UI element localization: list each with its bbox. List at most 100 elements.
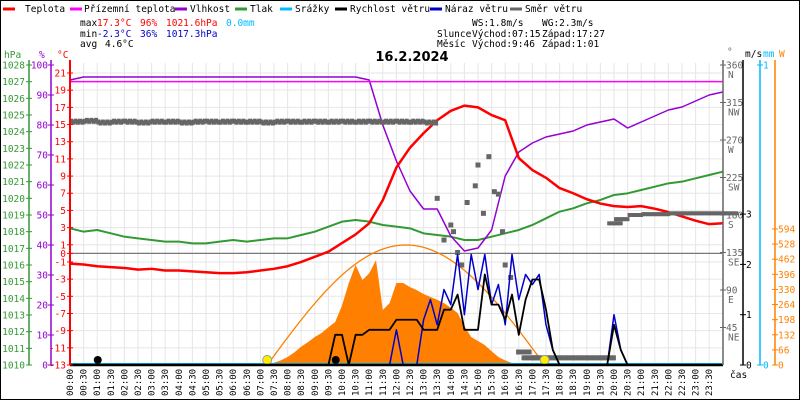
wind-direction-point (677, 211, 682, 216)
x-tick-label: 06:30 (243, 369, 253, 396)
wind-direction-point (107, 120, 112, 126)
wind-direction-point (121, 118, 126, 124)
wind-direction-point (675, 211, 680, 216)
temperature-tick-label: 13 (55, 137, 66, 148)
wind-direction-point (266, 120, 271, 126)
wind-direction-point (602, 355, 607, 361)
x-tick-label: 18:30 (569, 369, 579, 396)
temperature-tick-label: 7 (60, 189, 66, 200)
wind-direction-point (584, 355, 589, 361)
stats-avg-label: avg (80, 39, 97, 50)
wind-direction-point (187, 119, 191, 125)
temperature-tick-label: -11 (49, 343, 66, 354)
wind-direction-point (363, 119, 368, 125)
pressure-tick-label: 1011 (2, 344, 25, 355)
wind-direction-point (434, 195, 440, 201)
wind-direction-point (125, 119, 130, 125)
wind-direction-point (257, 118, 262, 124)
humidity-tick-label: 50 (37, 211, 49, 222)
wind-direction-point (109, 119, 114, 125)
direction-tick-label: 135 (726, 248, 743, 259)
wind-direction-point (223, 119, 228, 125)
wind-direction-point (318, 118, 323, 124)
wind-direction-point (645, 212, 650, 217)
wind-direction-point (620, 217, 625, 222)
wind-direction-point (722, 211, 727, 216)
wind-direction-point (420, 118, 425, 124)
wind-direction-point (100, 119, 105, 125)
pressure-tick-label: 1021 (2, 177, 25, 188)
wind-direction-point (406, 119, 411, 125)
temperature-tick-label: -7 (55, 309, 66, 320)
wind-direction-point (641, 212, 646, 217)
wind-direction-point (695, 211, 700, 216)
moonrise-time: Východ:9:46 (472, 39, 535, 50)
wind-direction-point (152, 119, 157, 125)
direction-name-label: NE (728, 333, 740, 344)
wind-direction-point (261, 120, 266, 126)
wind-direction-point (341, 118, 345, 124)
wind-direction-point (202, 118, 207, 124)
wind-direction-point (537, 355, 541, 361)
x-tick-label: 14:00 (447, 369, 457, 396)
x-tick-label: 22:00 (664, 369, 674, 396)
wind-direction-point (98, 120, 103, 126)
wind-direction-point (718, 211, 723, 216)
x-tick-label: 13:30 (433, 369, 443, 396)
wind-direction-point (648, 212, 653, 217)
wind-direction-point (609, 221, 614, 226)
wind-direction-point (614, 217, 618, 222)
wind-direction-point (402, 119, 407, 125)
wind-direction-point (291, 118, 296, 124)
wind-direction-point (434, 120, 439, 126)
wind-direction-point (586, 355, 591, 361)
axis-units: hPa % °C ° m/s mm W čas (4, 47, 785, 381)
pressure-tick-label: 1024 (2, 127, 25, 138)
x-tick-label: 16:00 (501, 369, 511, 396)
wind-direction-point (459, 262, 465, 268)
wind-direction-point (393, 118, 398, 124)
wind-direction-point (582, 355, 587, 361)
temperature-unit: °C (57, 50, 68, 61)
wind-direction-point (336, 119, 341, 125)
wind-direction-point (196, 119, 200, 125)
wind-direction-point (209, 118, 214, 124)
direction-tick-label: 90 (726, 286, 738, 297)
wind-direction-point (697, 211, 702, 216)
wind-direction-point (162, 119, 167, 125)
x-tick-label: 10:30 (352, 369, 362, 396)
x-tick-label: 20:00 (610, 369, 620, 396)
legend-label: Směr větru (525, 4, 582, 15)
x-tick-label: 09:30 (324, 369, 334, 396)
x-tick-label: 03:00 (148, 369, 158, 396)
wind-direction-point (607, 221, 612, 226)
wind-direction-point (205, 118, 209, 124)
x-tick-label: 09:00 (311, 369, 321, 396)
wind-direction-point (532, 355, 537, 361)
wind-direction-point (657, 212, 662, 217)
temperature-tick-label: 9 (60, 172, 66, 183)
x-tick-label: 03:30 (161, 369, 171, 396)
wind-direction-point (528, 355, 533, 361)
wind-direction-point (189, 120, 194, 126)
wind-direction-point (255, 119, 259, 125)
wind-direction-point (84, 117, 89, 123)
temperature-line (69, 104, 723, 275)
x-tick-label: 17:30 (542, 369, 552, 396)
wind-direction-point (302, 118, 307, 124)
solar-tick-label: 66 (778, 345, 790, 356)
wind-direction-point (94, 117, 99, 123)
wind-direction-point (134, 119, 139, 125)
wind-direction-point (451, 229, 457, 235)
wind-direction-point (89, 117, 94, 123)
x-tick-label: 11:30 (379, 369, 389, 396)
wind-direction-point (491, 189, 497, 195)
wind-direction-point (632, 213, 637, 218)
wind-direction-point (522, 349, 527, 355)
wind-direction-point (366, 118, 371, 124)
sunset-marker (539, 355, 550, 365)
wind-direction-point (370, 119, 375, 125)
wind-direction-point (526, 355, 531, 361)
wind-direction-point (116, 118, 121, 124)
